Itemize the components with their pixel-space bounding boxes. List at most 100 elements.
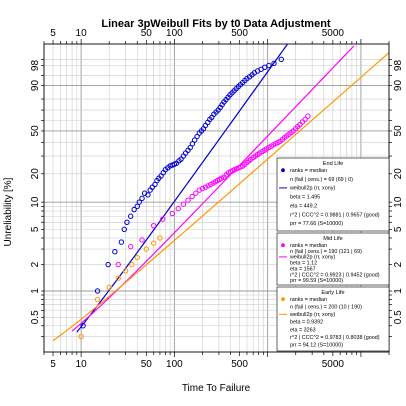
data-point-end-life: [271, 60, 277, 67]
data-point-early-life: [157, 235, 163, 241]
data-point-mid-life: [160, 216, 166, 222]
data-point-end-life: [149, 184, 156, 190]
data-point-mid-life: [169, 210, 176, 217]
x-tick-label-top: 10: [76, 28, 88, 39]
y-tick-label-right: 10: [393, 196, 404, 208]
x-tick-label-top: 100: [166, 28, 183, 39]
data-points: [78, 56, 311, 340]
y-tick-label-right: 90: [393, 80, 404, 92]
fit-line-end-life: [76, 44, 289, 333]
data-point-end-life: [124, 219, 130, 225]
y-tick-label-left: 90: [30, 80, 41, 92]
legend-line: weibull2p (rr, xony): [289, 186, 335, 192]
x-tick-label-top: 500: [231, 28, 248, 39]
fit-line-early-life: [52, 52, 389, 342]
legend-line: n (fail | cens.) = 190 (121 | 69): [290, 249, 362, 255]
y-axis-title: Unreliability [%]: [3, 177, 14, 246]
data-point-mid-life: [193, 190, 199, 196]
x-tick-label-bottom: 5: [50, 359, 56, 370]
y-tick-label-left: 98: [30, 60, 41, 72]
legend-line: n (fail | cens.) = 200 (10 | 190): [290, 305, 362, 311]
legend-title: End Life: [323, 161, 344, 167]
data-point-end-life: [134, 203, 140, 210]
legend-point-swatch: [281, 243, 285, 248]
legend-line: prr = 99.59 (S=10000): [290, 278, 343, 284]
data-point-mid-life: [139, 237, 145, 243]
legend-point-swatch: [281, 168, 285, 173]
legend-line: weibull2p (rr, xony): [289, 312, 335, 318]
y-tick-label-right: 0.5: [393, 310, 404, 324]
legend-line: prr = 77.66 (S=10000): [290, 221, 343, 227]
data-point-mid-life: [305, 113, 311, 119]
legend-point-swatch: [281, 297, 285, 302]
legend-line: r^2 | CCC^2 = 0.9783 | 0.8038 (good): [290, 335, 380, 341]
y-tick-label-right: 5: [393, 226, 404, 232]
data-point-early-life: [122, 268, 129, 274]
legend-title: Mid Life: [323, 236, 343, 242]
x-tick-label-top: 5: [50, 28, 56, 39]
data-point-early-life: [78, 333, 84, 340]
data-point-end-life: [94, 288, 101, 294]
data-point-mid-life: [180, 201, 187, 207]
data-point-end-life: [127, 213, 134, 219]
data-point-early-life: [134, 254, 140, 261]
y-tick-label-right: 1: [393, 288, 404, 294]
data-point-early-life: [150, 240, 157, 246]
y-tick-label-right: 98: [393, 60, 404, 72]
legend-line: prr = 94.12 (S=10000): [290, 342, 343, 348]
data-point-mid-life: [202, 184, 209, 190]
y-tick-label-left: 50: [30, 125, 41, 137]
y-tick-label-left: 20: [30, 168, 41, 180]
data-point-end-life: [145, 192, 151, 198]
legend-line: ranks = median: [290, 243, 327, 249]
data-point-mid-life: [199, 185, 206, 192]
y-tick-label-right: 2: [393, 261, 404, 267]
x-tick-label-bottom: 5000: [322, 359, 345, 370]
data-point-end-life: [80, 323, 86, 329]
legend-line: r^2 | CCC^2 = 0.9881 | 0.9657 (good): [290, 212, 380, 218]
x-tick-label-top: 50: [141, 28, 153, 39]
data-point-end-life: [278, 56, 284, 63]
legend-line: ranks = median: [290, 168, 327, 174]
y-tick-label-left: 1: [30, 288, 41, 294]
legend-line: eta = 3263: [290, 327, 316, 333]
y-tick-label-left: 10: [30, 196, 41, 208]
chart-title: Linear 3pWeibull Fits by t0 Data Adjustm…: [101, 18, 331, 30]
legend-line: eta = 449.2: [290, 203, 317, 209]
data-point-end-life: [191, 137, 198, 143]
fit-lines: [52, 44, 389, 342]
data-point-early-life: [94, 296, 101, 303]
y-tick-label-left: 2: [30, 261, 41, 267]
y-tick-label-left: 0.5: [30, 310, 41, 324]
data-point-end-life: [118, 239, 125, 245]
data-point-end-life: [189, 141, 196, 147]
data-point-end-life: [112, 249, 118, 255]
legend-line: beta = 0.9392: [290, 320, 323, 326]
data-point-mid-life: [196, 187, 203, 193]
y-tick-label-right: 20: [393, 168, 404, 180]
data-point-end-life: [139, 195, 145, 202]
data-point-end-life: [121, 226, 127, 233]
legend-line: r^2 | CCC^2 = 0.9923 | 0.9452 (good): [290, 272, 380, 278]
data-point-end-life: [105, 261, 111, 268]
x-tick-label-bottom: 500: [231, 359, 248, 370]
x-axis-title: Time To Failure: [182, 383, 251, 394]
data-point-early-life: [115, 275, 121, 281]
legend-box: [276, 157, 390, 232]
data-point-mid-life: [115, 261, 121, 268]
x-tick-label-bottom: 10: [76, 359, 88, 370]
data-point-mid-life: [150, 222, 157, 229]
data-point-end-life: [187, 144, 193, 151]
data-point-mid-life: [302, 116, 308, 123]
legend-box: [276, 232, 390, 286]
data-point-mid-life: [185, 197, 191, 203]
x-tick-label-bottom: 100: [166, 359, 183, 370]
legend-title: Early Life: [321, 290, 344, 296]
data-point-early-life: [106, 284, 112, 291]
